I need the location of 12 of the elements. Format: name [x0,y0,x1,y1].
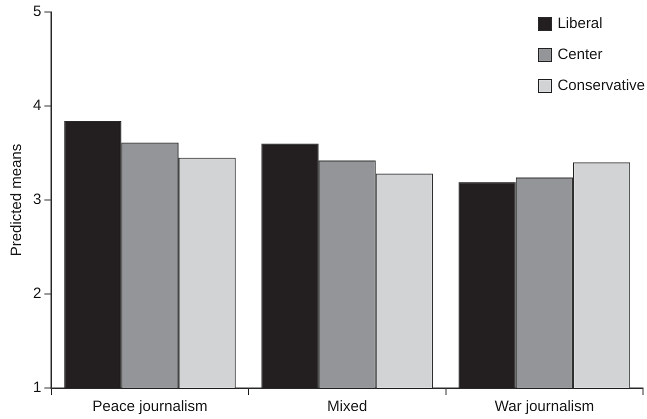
x-tick-label: Mixed [327,398,368,416]
legend-label: Liberal [557,15,602,32]
y-tick-label: 2 [33,285,42,302]
y-tick-label: 5 [33,3,42,20]
y-tick-label: 4 [33,97,42,114]
y-tick-label: 3 [33,191,42,208]
legend-label: Conservative [557,77,645,94]
x-tick-label: War journalism [494,398,594,416]
y-tick-label: 1 [33,379,42,396]
y-axis-title: Predicted means [8,144,26,256]
x-tick-label: Peace journalism [92,398,208,416]
legend-label: Center [557,46,602,63]
